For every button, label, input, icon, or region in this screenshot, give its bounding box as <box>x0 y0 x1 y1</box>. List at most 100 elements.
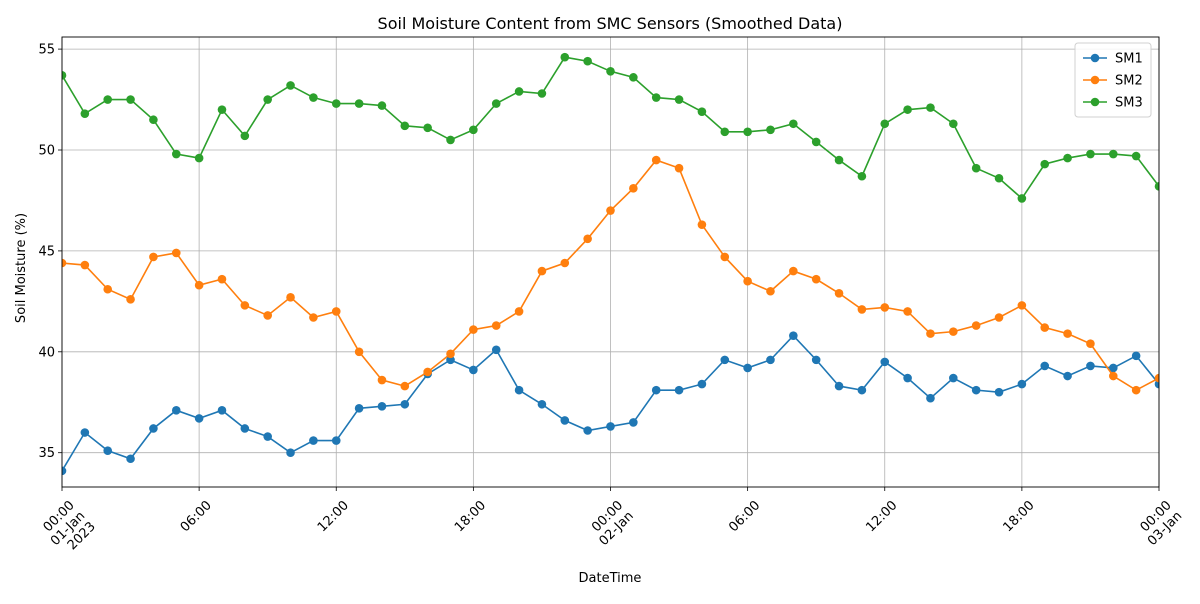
data-point-sm1 <box>674 385 684 395</box>
legend-item-sm3: SM3 <box>1083 96 1143 111</box>
data-point-sm2 <box>286 293 295 302</box>
data-point-sm3 <box>469 125 478 135</box>
legend-swatch-marker <box>1090 53 1100 63</box>
data-point-sm2 <box>377 375 387 385</box>
data-point-sm3 <box>651 93 661 102</box>
data-point-sm1 <box>263 432 272 441</box>
legend-item-sm1: SM1 <box>1083 52 1143 67</box>
data-point-sm1 <box>171 406 181 415</box>
data-point-sm1 <box>880 357 890 367</box>
legend-label: SM3 <box>1115 96 1143 111</box>
data-point-sm3 <box>834 155 844 165</box>
data-point-sm2 <box>263 311 272 320</box>
y-tick-label: 45 <box>38 244 55 259</box>
data-point-sm2 <box>926 329 935 338</box>
y-tick-label: 40 <box>38 345 55 360</box>
data-point-sm2 <box>560 258 570 268</box>
data-point-sm3 <box>331 99 341 108</box>
data-point-sm2 <box>514 307 524 316</box>
data-point-sm3 <box>1131 151 1141 161</box>
data-point-sm1 <box>651 385 661 395</box>
data-point-sm3 <box>789 119 798 129</box>
data-point-sm1 <box>126 454 135 464</box>
series-layer <box>62 52 1159 476</box>
data-point-sm2 <box>171 248 181 258</box>
data-point-sm3 <box>491 99 501 108</box>
data-point-sm1 <box>194 414 204 423</box>
data-point-sm3 <box>286 81 295 90</box>
data-point-sm2 <box>103 284 113 294</box>
data-point-sm2 <box>309 313 318 322</box>
data-point-sm3 <box>880 119 890 129</box>
data-point-sm3 <box>309 93 318 102</box>
data-point-sm1 <box>354 404 364 413</box>
y-tick-label: 35 <box>38 446 55 461</box>
data-point-sm1 <box>697 379 707 389</box>
data-point-sm1 <box>446 355 455 365</box>
data-point-sm1 <box>766 355 775 365</box>
data-point-sm1 <box>377 401 387 411</box>
data-point-sm3 <box>80 109 90 118</box>
data-point-sm2 <box>1154 373 1159 383</box>
data-point-sm3 <box>149 115 158 125</box>
data-point-sm1 <box>583 426 592 435</box>
legend: SM1 SM2 SM3 <box>1074 42 1152 118</box>
data-point-sm1 <box>240 424 250 433</box>
data-point-sm3 <box>583 56 592 66</box>
data-point-sm2 <box>1040 323 1050 332</box>
data-point-sm2 <box>971 321 981 330</box>
series-sm3 <box>62 52 1159 203</box>
data-point-sm3 <box>560 52 570 62</box>
data-point-sm3 <box>354 99 364 108</box>
y-axis-ticks: 35 40 45 50 55 <box>38 43 62 461</box>
data-point-sm1 <box>743 363 752 373</box>
data-point-sm2 <box>126 295 135 304</box>
data-point-sm1 <box>149 424 158 433</box>
data-point-sm1 <box>903 373 912 383</box>
data-point-sm2 <box>194 280 204 290</box>
data-point-sm1 <box>62 466 67 476</box>
data-point-sm2 <box>857 305 867 314</box>
data-point-sm1 <box>789 331 798 340</box>
data-point-sm1 <box>469 365 478 375</box>
data-point-sm2 <box>240 301 250 310</box>
data-point-sm3 <box>514 87 524 96</box>
data-point-sm2 <box>606 206 615 215</box>
data-point-sm3 <box>263 95 272 104</box>
data-point-sm3 <box>1154 182 1159 191</box>
y-axis-label: Soil Moisture (%) <box>14 213 29 323</box>
data-point-sm2 <box>903 307 912 316</box>
data-point-sm2 <box>149 252 158 262</box>
data-point-sm2 <box>651 155 661 165</box>
data-point-sm2 <box>674 163 684 173</box>
data-point-sm2 <box>834 288 844 298</box>
data-point-sm2 <box>583 234 592 244</box>
data-point-sm3 <box>171 149 181 159</box>
data-point-sm3 <box>217 105 227 114</box>
data-point-sm3 <box>720 127 730 137</box>
data-point-sm3 <box>766 125 775 135</box>
data-point-sm2 <box>880 303 890 312</box>
data-point-sm2 <box>1063 329 1072 338</box>
data-point-sm3 <box>926 103 935 112</box>
data-point-sm3 <box>949 119 958 129</box>
data-point-sm1 <box>514 385 524 395</box>
data-point-sm1 <box>857 385 867 395</box>
data-point-sm3 <box>103 95 113 104</box>
data-point-sm3 <box>126 95 135 104</box>
data-point-sm3 <box>240 131 250 141</box>
data-point-sm2 <box>537 266 547 276</box>
data-point-sm2 <box>743 276 752 286</box>
data-point-sm1 <box>1108 363 1118 373</box>
data-point-sm2 <box>994 313 1004 322</box>
data-point-sm2 <box>491 321 501 330</box>
data-point-sm1 <box>994 387 1004 397</box>
data-point-sm1 <box>331 436 341 445</box>
data-point-sm1 <box>926 393 935 403</box>
data-point-sm3 <box>62 71 67 80</box>
data-point-sm1 <box>309 436 318 445</box>
data-point-sm3 <box>606 67 615 76</box>
data-point-sm1 <box>1063 371 1072 381</box>
data-point-sm3 <box>423 123 432 133</box>
